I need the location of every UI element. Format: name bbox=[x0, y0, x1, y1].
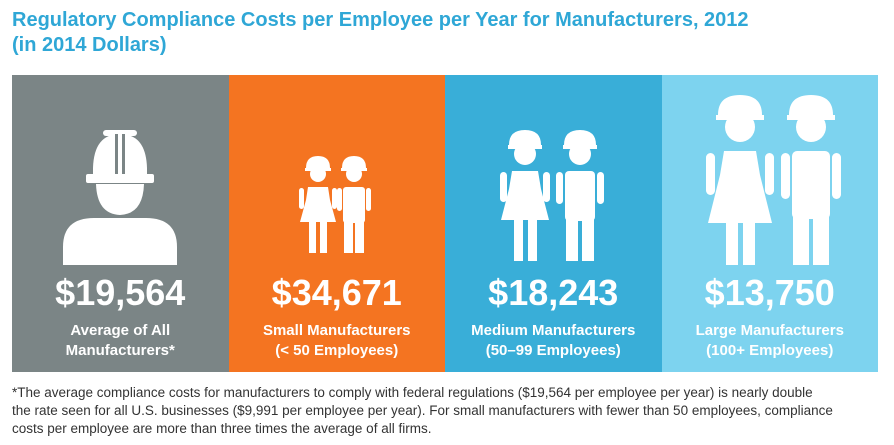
panel-medium: $18,243 Medium Manufacturers (50–99 Empl… bbox=[445, 75, 662, 372]
footnote-line-3: costs per employee are more than three t… bbox=[12, 421, 432, 436]
label-medium-line-2: (50–99 Employees) bbox=[485, 342, 621, 359]
panel-small: $34,671 Small Manufacturers (< 50 Employ… bbox=[228, 75, 446, 372]
title-line-2: (in 2014 Dollars) bbox=[12, 34, 167, 56]
footnote-line-2: the rate seen for all U.S. businesses ($… bbox=[12, 403, 833, 418]
label-small-line-1: Small Manufacturers bbox=[262, 322, 411, 339]
label-large-line-1: Large Manufacturers bbox=[695, 322, 844, 339]
value-large: $13,750 bbox=[704, 272, 835, 313]
panel-large: $13,750 Large Manufacturers (100+ Employ… bbox=[661, 75, 879, 372]
cost-panels: $19,564 Average of All Manufacturers* bbox=[12, 75, 878, 372]
large-workers-icon bbox=[705, 95, 841, 265]
value-medium: $18,243 bbox=[488, 272, 619, 313]
label-average-line-2: Manufacturers* bbox=[65, 342, 175, 359]
label-large: Large Manufacturers (100+ Employees) bbox=[662, 321, 879, 361]
label-medium-line-1: Medium Manufacturers bbox=[471, 322, 636, 339]
label-small: Small Manufacturers (< 50 Employees) bbox=[229, 321, 446, 361]
title-line-1: Regulatory Compliance Costs per Employee… bbox=[12, 9, 749, 31]
worker-icon bbox=[63, 130, 177, 265]
label-medium: Medium Manufacturers (50–99 Employees) bbox=[445, 321, 662, 361]
label-large-line-2: (100+ Employees) bbox=[706, 342, 834, 359]
label-average: Average of All Manufacturers* bbox=[12, 321, 229, 361]
medium-workers-icon bbox=[500, 130, 604, 261]
small-workers-icon bbox=[298, 156, 371, 253]
panel-average: $19,564 Average of All Manufacturers* bbox=[12, 75, 229, 372]
label-average-line-1: Average of All bbox=[70, 322, 171, 339]
value-small: $34,671 bbox=[271, 272, 402, 313]
footnote-line-1: *The average compliance costs for manufa… bbox=[12, 385, 813, 400]
chart-title: Regulatory Compliance Costs per Employee… bbox=[12, 8, 882, 58]
value-average: $19,564 bbox=[55, 272, 186, 313]
footnote: *The average compliance costs for manufa… bbox=[12, 384, 882, 438]
label-small-line-2: (< 50 Employees) bbox=[275, 342, 399, 359]
